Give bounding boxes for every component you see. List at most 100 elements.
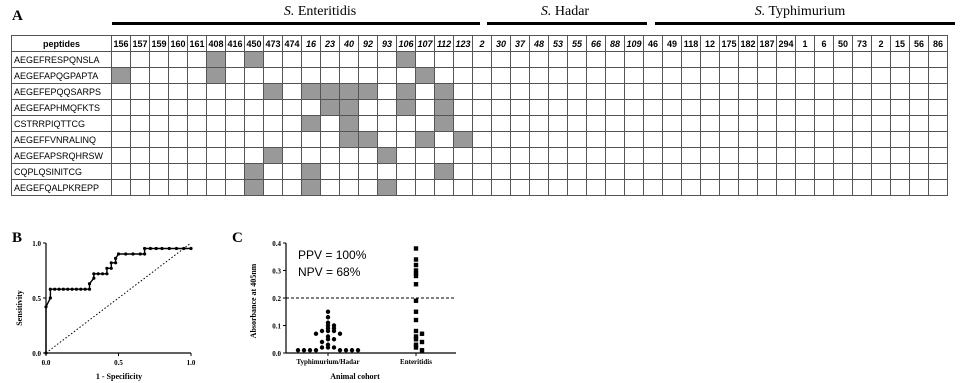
table-cell	[225, 115, 245, 132]
table-cell	[377, 131, 397, 148]
table-cell	[149, 179, 169, 196]
table-cell	[377, 67, 397, 84]
roc-ylabel: Sensitivity	[15, 290, 24, 326]
table-cell	[282, 51, 302, 68]
table-cell	[700, 67, 720, 84]
table-cell	[377, 179, 397, 196]
table-cell	[586, 163, 606, 180]
table-cell	[130, 115, 150, 132]
scatter-xlabel: Animal cohort	[330, 372, 380, 381]
table-cell	[187, 83, 207, 100]
table-cell	[681, 83, 701, 100]
table-cell	[567, 163, 587, 180]
roc-point	[74, 287, 79, 291]
table-cell	[662, 83, 682, 100]
table-cell	[130, 51, 150, 68]
table-cell	[168, 147, 188, 164]
column-header: 6	[814, 35, 834, 52]
table-cell	[149, 51, 169, 68]
table-cell	[662, 147, 682, 164]
table-row: AEGEFFVNRALINQ	[11, 131, 948, 148]
table-cell	[529, 147, 549, 164]
table-cell	[795, 163, 815, 180]
panel-a-letter: A	[12, 8, 23, 24]
table-cell	[491, 147, 511, 164]
table-cell	[776, 179, 796, 196]
table-cell	[719, 51, 739, 68]
table-cell	[130, 67, 150, 84]
table-cell	[567, 131, 587, 148]
table-cell	[263, 131, 283, 148]
table-cell	[548, 115, 568, 132]
table-cell	[738, 51, 758, 68]
table-cell	[814, 131, 834, 148]
column-header: 48	[529, 35, 549, 52]
table-cell	[814, 115, 834, 132]
roc-point	[105, 272, 109, 276]
table-cell	[510, 131, 530, 148]
table-cell	[738, 179, 758, 196]
table-cell	[111, 51, 131, 68]
table-cell	[662, 163, 682, 180]
table-cell	[472, 51, 492, 68]
table-cell	[928, 115, 948, 132]
table-cell	[453, 83, 473, 100]
table-cell	[282, 179, 302, 196]
table-cell	[605, 115, 625, 132]
peptide-name: AEGEFQALPKREPP	[11, 179, 112, 196]
table-cell	[548, 147, 568, 164]
scatter-category-label: Enteritidis	[400, 358, 432, 366]
table-cell	[339, 163, 359, 180]
table-cell	[206, 179, 226, 196]
table-cell	[187, 67, 207, 84]
column-header: 416	[225, 35, 245, 52]
column-header: 93	[377, 35, 397, 52]
table-cell	[814, 163, 834, 180]
hadar-typhimurium-point	[331, 345, 337, 350]
hadar-typhimurium-point	[325, 309, 331, 314]
table-cell	[415, 147, 435, 164]
table-cell	[510, 163, 530, 180]
table-cell	[434, 147, 454, 164]
table-cell	[909, 67, 929, 84]
table-cell	[244, 147, 264, 164]
table-cell	[111, 67, 131, 84]
table-cell	[586, 99, 606, 116]
column-header: 46	[643, 35, 663, 52]
table-cell	[111, 99, 131, 116]
column-header: 2	[472, 35, 492, 52]
enteritidis-point	[413, 273, 419, 279]
table-cell	[643, 67, 663, 84]
table-cell	[453, 147, 473, 164]
table-cell	[795, 147, 815, 164]
table-cell	[282, 147, 302, 164]
table-cell	[643, 83, 663, 100]
column-header: 40	[339, 35, 359, 52]
hadar-typhimurium-point	[337, 348, 343, 353]
table-cell	[301, 115, 321, 132]
table-cell	[833, 179, 853, 196]
table-cell	[909, 131, 929, 148]
table-cell	[795, 67, 815, 84]
table-cell	[377, 99, 397, 116]
roc-point	[148, 246, 152, 251]
table-cell	[168, 179, 188, 196]
panel-b-letter: B	[12, 230, 23, 246]
table-cell	[909, 147, 929, 164]
table-cell	[358, 163, 378, 180]
table-cell	[738, 163, 758, 180]
table-cell	[738, 147, 758, 164]
table-cell	[320, 99, 340, 116]
table-cell	[415, 163, 435, 180]
hadar-typhimurium-point	[349, 348, 355, 353]
table-cell	[890, 147, 910, 164]
column-header: 118	[681, 35, 701, 52]
enteritidis-point	[413, 262, 419, 268]
table-cell	[605, 83, 625, 100]
table-cell	[263, 147, 283, 164]
table-cell	[434, 163, 454, 180]
hadar-typhimurium-point	[313, 348, 319, 353]
table-cell	[700, 147, 720, 164]
table-cell	[149, 163, 169, 180]
table-cell	[396, 67, 416, 84]
